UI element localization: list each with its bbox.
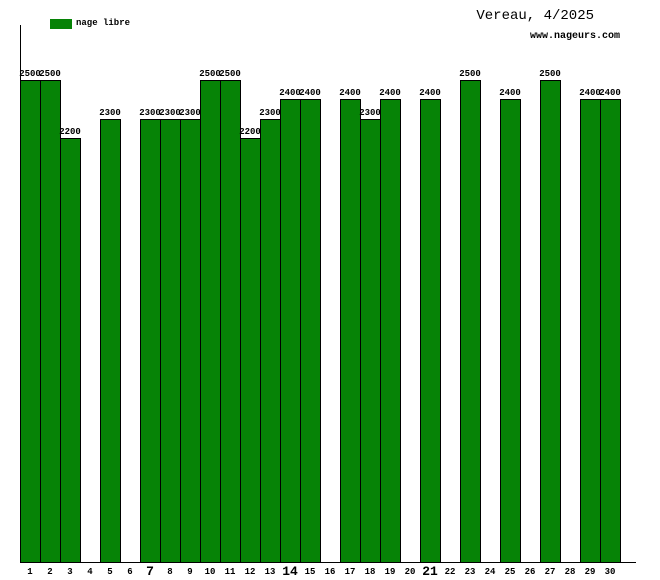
watermark-url: www.nageurs.com <box>529 31 620 42</box>
x-tick-label-20: 20 <box>404 567 416 577</box>
x-tick-label-14: 14 <box>282 564 298 579</box>
x-tick-label-18: 18 <box>364 567 376 577</box>
x-tick-label-13: 13 <box>264 567 276 577</box>
x-tick-label-28: 28 <box>564 567 576 577</box>
x-tick-label-11: 11 <box>224 567 236 577</box>
bar-value-label-day-3: 2200 <box>59 127 81 137</box>
bar-value-label-day-29: 2400 <box>579 88 601 98</box>
bar-day-5 <box>100 119 121 563</box>
bar-value-label-day-5: 2300 <box>99 108 121 118</box>
bar-day-21 <box>420 99 441 563</box>
bar-day-11 <box>220 80 241 563</box>
bar-day-10 <box>200 80 221 563</box>
bar-day-17 <box>340 99 361 563</box>
bar-value-label-day-21: 2400 <box>419 88 441 98</box>
x-tick-label-22: 22 <box>444 567 456 577</box>
bar-value-label-day-9: 2300 <box>179 108 201 118</box>
x-tick-label-2: 2 <box>47 567 53 577</box>
x-tick-label-23: 23 <box>464 567 476 577</box>
bar-value-label-day-13: 2300 <box>259 108 281 118</box>
x-tick-label-15: 15 <box>304 567 316 577</box>
bar-day-30 <box>600 99 621 563</box>
x-tick-label-25: 25 <box>504 567 516 577</box>
bar-value-label-day-30: 2400 <box>599 88 621 98</box>
bar-day-25 <box>500 99 521 563</box>
x-tick-label-4: 4 <box>87 567 93 577</box>
bar-value-label-day-15: 2400 <box>299 88 321 98</box>
x-tick-label-3: 3 <box>67 567 73 577</box>
x-tick-label-16: 16 <box>324 567 336 577</box>
bar-day-14 <box>280 99 301 563</box>
bar-day-9 <box>180 119 201 563</box>
bar-day-27 <box>540 80 561 563</box>
bar-day-3 <box>60 138 81 563</box>
x-tick-label-17: 17 <box>344 567 356 577</box>
bar-value-label-day-11: 2500 <box>219 69 241 79</box>
x-tick-label-5: 5 <box>107 567 113 577</box>
x-tick-label-12: 12 <box>244 567 256 577</box>
legend-label-nage-libre: nage libre <box>76 18 131 28</box>
x-tick-label-27: 27 <box>544 567 556 577</box>
x-tick-label-1: 1 <box>27 567 33 577</box>
bar-value-label-day-19: 2400 <box>379 88 401 98</box>
x-tick-label-24: 24 <box>484 567 496 577</box>
x-tick-label-30: 30 <box>604 567 616 577</box>
x-tick-label-21: 21 <box>422 564 438 579</box>
bar-day-18 <box>360 119 381 563</box>
x-axis-line <box>20 562 636 563</box>
x-tick-label-6: 6 <box>127 567 133 577</box>
x-tick-label-10: 10 <box>204 567 216 577</box>
x-tick-label-9: 9 <box>187 567 193 577</box>
bar-value-label-day-23: 2500 <box>459 69 481 79</box>
x-tick-label-7: 7 <box>146 564 154 579</box>
x-tick-label-19: 19 <box>384 567 396 577</box>
bar-value-label-day-7: 2300 <box>139 108 161 118</box>
bar-value-label-day-25: 2400 <box>499 88 521 98</box>
legend-swatch-nage-libre <box>50 19 72 29</box>
bar-day-19 <box>380 99 401 563</box>
bar-value-label-day-1: 2500 <box>19 69 41 79</box>
bar-day-12 <box>240 138 261 563</box>
x-tick-label-29: 29 <box>584 567 596 577</box>
bar-value-label-day-14: 2400 <box>279 88 301 98</box>
bar-value-label-day-12: 2200 <box>239 127 261 137</box>
chart-title: Vereau, 4/2025 <box>476 8 594 24</box>
bar-day-1 <box>20 80 41 563</box>
bar-value-label-day-8: 2300 <box>159 108 181 118</box>
bar-day-7 <box>140 119 161 563</box>
x-tick-label-26: 26 <box>524 567 536 577</box>
bar-value-label-day-2: 2500 <box>39 69 61 79</box>
bar-value-label-day-27: 2500 <box>539 69 561 79</box>
bar-day-8 <box>160 119 181 563</box>
bar-value-label-day-18: 2300 <box>359 108 381 118</box>
bar-value-label-day-17: 2400 <box>339 88 361 98</box>
bar-value-label-day-10: 2500 <box>199 69 221 79</box>
x-tick-label-8: 8 <box>167 567 173 577</box>
bar-day-29 <box>580 99 601 563</box>
bar-day-2 <box>40 80 61 563</box>
bar-day-13 <box>260 119 281 563</box>
bar-day-23 <box>460 80 481 563</box>
bar-day-15 <box>300 99 321 563</box>
